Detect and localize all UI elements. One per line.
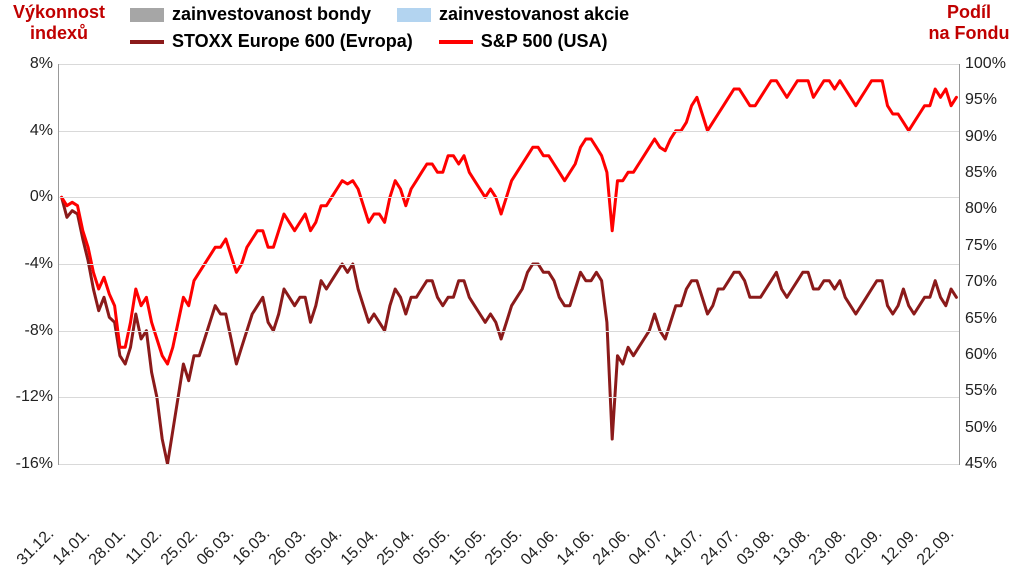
y-tick-right: 95% xyxy=(965,91,1015,109)
x-tick: 25.05. xyxy=(482,525,526,569)
y-tick-left: -8% xyxy=(3,322,53,340)
gridline xyxy=(59,397,959,398)
x-tick: 04.07. xyxy=(626,525,670,569)
line-sp500 xyxy=(62,81,957,364)
x-tick: 25.02. xyxy=(158,525,202,569)
y-tick-right: 65% xyxy=(965,310,1015,328)
y-tick-right: 100% xyxy=(965,55,1015,73)
x-tick: 24.06. xyxy=(590,525,634,569)
x-tick: 06.03. xyxy=(194,525,238,569)
x-tick: 04.06. xyxy=(518,525,562,569)
legend-label: zainvestovanost bondy xyxy=(172,4,371,25)
gridline xyxy=(59,264,959,265)
legend-swatch xyxy=(130,40,164,44)
x-tick: 03.08. xyxy=(734,525,778,569)
y-tick-left: -16% xyxy=(3,455,53,473)
x-tick: 28.01. xyxy=(86,525,130,569)
x-tick: 14.07. xyxy=(662,525,706,569)
gridline xyxy=(59,331,959,332)
title-text: na Fondu xyxy=(929,23,1010,43)
y-tick-right: 50% xyxy=(965,419,1015,437)
x-tick: 05.04. xyxy=(302,525,346,569)
gridline xyxy=(59,197,959,198)
y-tick-right: 70% xyxy=(965,273,1015,291)
x-tick: 14.06. xyxy=(554,525,598,569)
legend-swatch xyxy=(397,8,431,22)
legend-swatch xyxy=(439,40,473,44)
y-tick-left: -12% xyxy=(3,388,53,406)
y-tick-right: 80% xyxy=(965,200,1015,218)
y-tick-right: 75% xyxy=(965,237,1015,255)
legend-swatch xyxy=(130,8,164,22)
chart-root: Výkonnost indexů Podíl na Fondu zainvest… xyxy=(0,0,1023,546)
y-tick-right: 60% xyxy=(965,346,1015,364)
title-text: indexů xyxy=(30,23,88,43)
legend-item: zainvestovanost akcie xyxy=(397,4,629,25)
left-axis-title: Výkonnost indexů xyxy=(4,2,114,43)
title-text: Podíl xyxy=(947,2,991,22)
x-tick: 15.05. xyxy=(446,525,490,569)
x-axis: 31.12.14.01.28.01.11.02.25.02.06.03.16.0… xyxy=(58,464,958,544)
right-axis-title: Podíl na Fondu xyxy=(919,2,1019,43)
x-tick: 16.03. xyxy=(230,525,274,569)
x-tick: 31.12. xyxy=(14,525,58,569)
x-tick: 11.02. xyxy=(123,525,166,568)
x-tick: 24.07. xyxy=(698,525,742,569)
x-tick: 14.01. xyxy=(50,525,94,569)
y-tick-right: 55% xyxy=(965,382,1015,400)
legend-label: zainvestovanost akcie xyxy=(439,4,629,25)
x-tick: 22.09. xyxy=(914,525,958,569)
x-tick: 15.04. xyxy=(338,525,382,569)
y-tick-left: 0% xyxy=(3,188,53,206)
x-tick: 13.08. xyxy=(770,525,814,569)
x-tick: 05.05. xyxy=(410,525,454,569)
title-text: Výkonnost xyxy=(13,2,105,22)
legend: zainvestovanost bondy zainvestovanost ak… xyxy=(130,4,913,52)
x-tick: 23.08. xyxy=(806,525,850,569)
y-tick-left: 8% xyxy=(3,55,53,73)
y-tick-right: 90% xyxy=(965,128,1015,146)
legend-label: S&P 500 (USA) xyxy=(481,31,608,52)
y-tick-left: -4% xyxy=(3,255,53,273)
legend-item: STOXX Europe 600 (Evropa) xyxy=(130,31,413,52)
legend-label: STOXX Europe 600 (Evropa) xyxy=(172,31,413,52)
legend-item: S&P 500 (USA) xyxy=(439,31,608,52)
gridline xyxy=(59,131,959,132)
x-tick: 26.03. xyxy=(266,525,310,569)
y-tick-right: 45% xyxy=(965,455,1015,473)
x-tick: 02.09. xyxy=(842,525,886,569)
y-tick-right: 85% xyxy=(965,164,1015,182)
y-tick-left: 4% xyxy=(3,122,53,140)
plot-area: -16%-12%-8%-4%0%4%8% 45%50%55%60%65%70%7… xyxy=(58,64,960,465)
gridline xyxy=(59,64,959,65)
legend-item: zainvestovanost bondy xyxy=(130,4,371,25)
x-tick: 25.04. xyxy=(374,525,418,569)
x-tick: 12.09. xyxy=(878,525,922,569)
